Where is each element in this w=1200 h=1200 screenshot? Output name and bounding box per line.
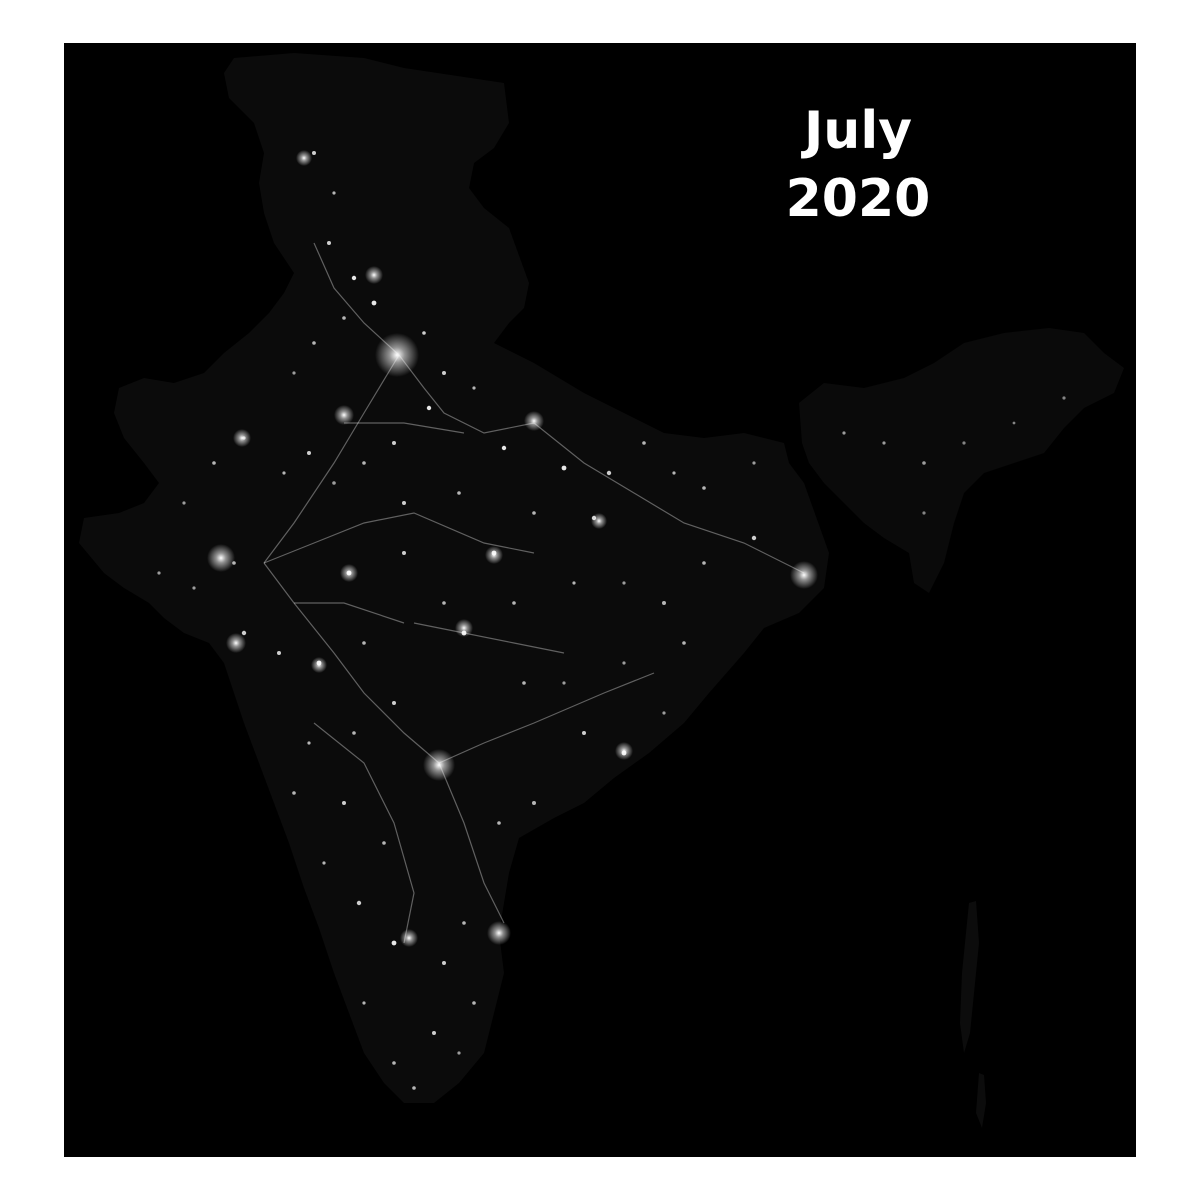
city-glow bbox=[365, 266, 383, 284]
nicobar-islands bbox=[976, 1073, 986, 1128]
night-lights-map bbox=[79, 53, 1124, 1128]
map-title: July 2020 bbox=[758, 97, 958, 233]
map-frame: July 2020 bbox=[64, 43, 1136, 1157]
northeast-landmass bbox=[799, 328, 1124, 593]
city-glow bbox=[455, 619, 473, 637]
city-glow bbox=[423, 749, 455, 781]
city-glow bbox=[400, 929, 418, 947]
city-glow bbox=[233, 429, 251, 447]
city-glow bbox=[790, 561, 818, 589]
title-year: 2020 bbox=[785, 169, 931, 229]
city-lights bbox=[207, 150, 818, 947]
city-glow bbox=[487, 921, 511, 945]
title-month: July bbox=[803, 101, 913, 161]
city-glow bbox=[334, 405, 354, 425]
city-glow bbox=[226, 633, 246, 653]
city-glow bbox=[296, 150, 312, 166]
city-glow bbox=[207, 544, 235, 572]
city-glow bbox=[615, 742, 633, 760]
andaman-islands bbox=[960, 901, 979, 1053]
india-landmass bbox=[79, 53, 829, 1103]
city-glow bbox=[340, 564, 358, 582]
city-glow bbox=[524, 411, 544, 431]
city-glow bbox=[485, 546, 503, 564]
city-glow bbox=[375, 333, 419, 377]
city-glow bbox=[591, 513, 607, 529]
city-glow bbox=[311, 657, 327, 673]
road-light-traces bbox=[263, 242, 805, 944]
